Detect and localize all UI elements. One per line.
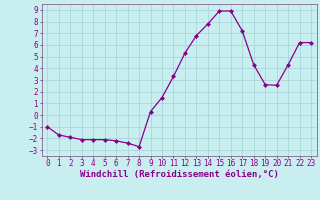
- X-axis label: Windchill (Refroidissement éolien,°C): Windchill (Refroidissement éolien,°C): [80, 170, 279, 179]
